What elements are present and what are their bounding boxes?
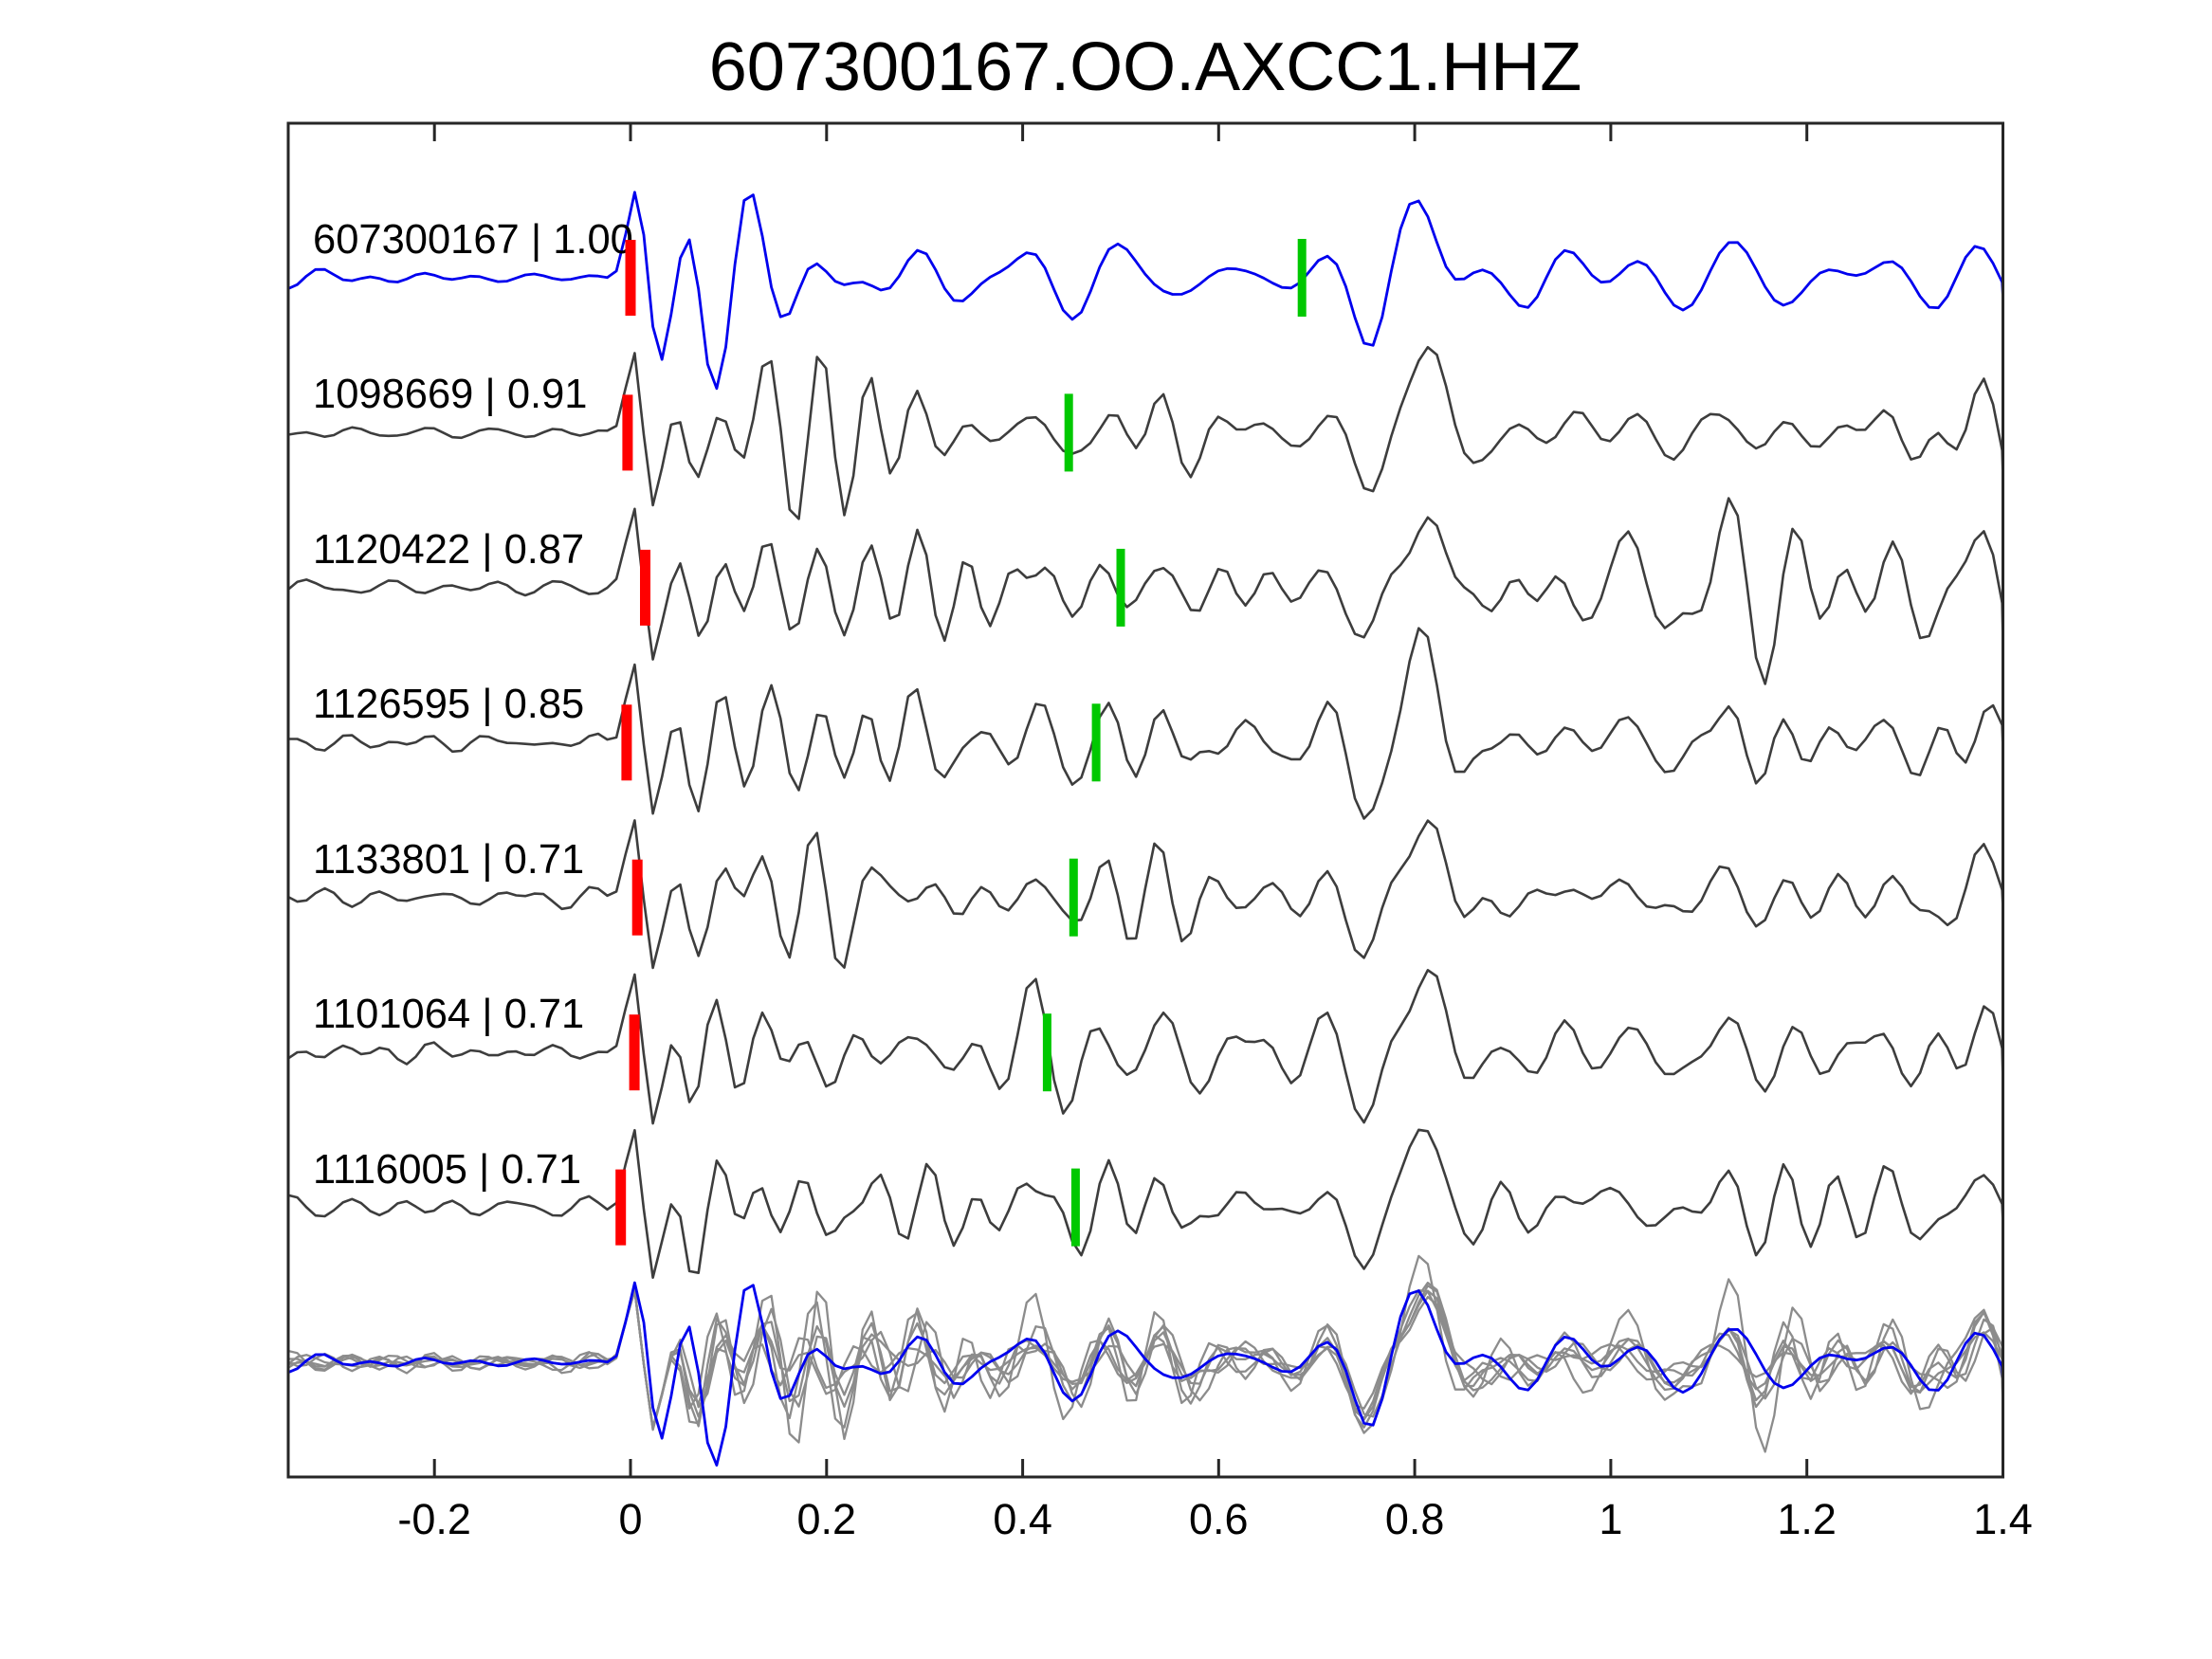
svg-text:0.4: 0.4 — [993, 1495, 1052, 1543]
svg-text:1: 1 — [1599, 1495, 1622, 1543]
svg-text:607300167.OO.AXCC1.HHZ: 607300167.OO.AXCC1.HHZ — [709, 29, 1581, 105]
svg-text:0.8: 0.8 — [1385, 1495, 1445, 1543]
svg-text:0: 0 — [618, 1495, 642, 1543]
svg-text:1116005 | 0.71: 1116005 | 0.71 — [313, 1147, 581, 1193]
svg-text:1126595 | 0.85: 1126595 | 0.85 — [313, 682, 584, 727]
svg-text:1.2: 1.2 — [1777, 1495, 1837, 1543]
svg-text:0.2: 0.2 — [797, 1495, 857, 1543]
svg-text:1101064 | 0.71: 1101064 | 0.71 — [313, 992, 584, 1037]
svg-text:1133801 | 0.71: 1133801 | 0.71 — [313, 837, 584, 883]
svg-text:0.6: 0.6 — [1189, 1495, 1249, 1543]
svg-text:607300167 | 1.00: 607300167 | 1.00 — [313, 217, 633, 263]
svg-text:-0.2: -0.2 — [397, 1495, 471, 1543]
svg-text:1.4: 1.4 — [1973, 1495, 2033, 1543]
svg-text:1120422 | 0.87: 1120422 | 0.87 — [313, 527, 584, 573]
svg-text:1098669 | 0.91: 1098669 | 0.91 — [313, 372, 587, 417]
